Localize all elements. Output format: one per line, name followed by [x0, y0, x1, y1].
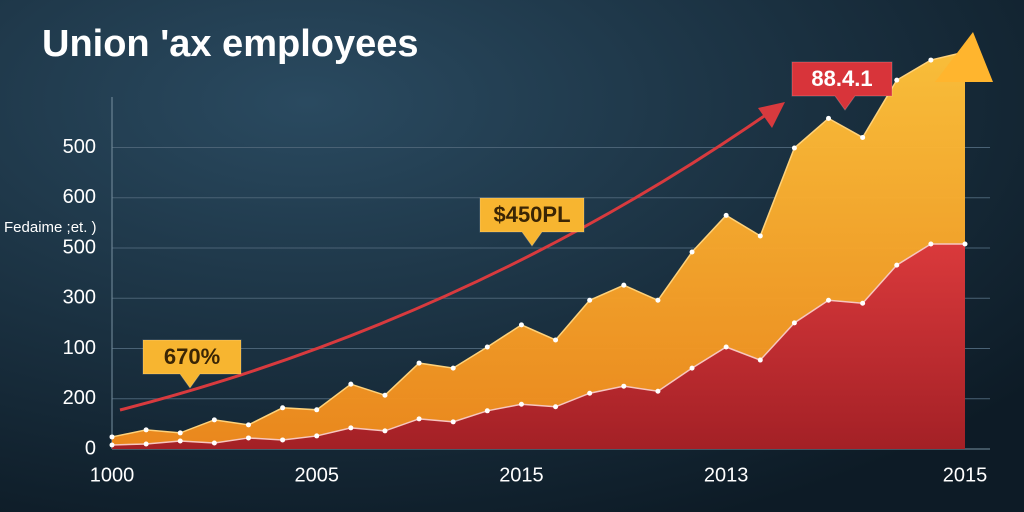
point: [928, 57, 934, 63]
point: [109, 442, 115, 448]
point: [177, 430, 183, 436]
point: [314, 433, 320, 439]
annotation-box: [479, 197, 585, 247]
line: [111, 51, 966, 438]
point: [723, 212, 729, 218]
point: [587, 297, 593, 303]
point: [791, 320, 797, 326]
y-tick-label: 500: [63, 136, 96, 158]
point: [382, 392, 388, 398]
point: [723, 344, 729, 350]
point: [757, 357, 763, 363]
point: [928, 241, 934, 247]
point: [245, 435, 251, 441]
point: [416, 360, 422, 366]
point: [177, 438, 183, 444]
annotation: 88.4.1: [811, 66, 872, 91]
y-tick-label: 600: [63, 186, 96, 208]
annotation: 670%: [164, 344, 220, 369]
trend-arrow: [119, 110, 771, 412]
x-tick-label: 2013: [704, 464, 749, 486]
y-tick-label: 300: [63, 287, 96, 309]
chart-title: Union 'ax employees: [42, 23, 419, 65]
point: [860, 134, 866, 140]
point: [143, 441, 149, 447]
point: [689, 365, 695, 371]
x-tick-label: 2005: [294, 464, 339, 486]
line: [111, 243, 965, 446]
point: [553, 404, 559, 410]
point: [655, 388, 661, 394]
point: [518, 322, 524, 328]
annotation-box: [791, 61, 893, 111]
point: [314, 407, 320, 413]
y-tick-label: 0: [85, 437, 96, 459]
point: [826, 297, 832, 303]
point: [484, 344, 490, 350]
plot: 0 200 100 300 500 600 500 1000 2005 2015 2013 2015 6…: [63, 32, 993, 486]
point: [109, 434, 115, 440]
x-tick-label: 1000: [90, 464, 135, 486]
point: [894, 262, 900, 268]
point: [962, 241, 968, 247]
point: [621, 383, 627, 389]
point: [280, 405, 286, 411]
annotation-box: [142, 339, 242, 389]
point: [211, 417, 217, 423]
point: [416, 416, 422, 422]
point: [211, 440, 217, 446]
point: [348, 381, 354, 387]
annotation: $450PL: [493, 202, 570, 227]
point: [826, 115, 832, 121]
x-tick-label: 2015: [943, 464, 988, 486]
y-tick-label: 200: [63, 387, 96, 409]
area: [112, 52, 965, 450]
point: [450, 365, 456, 371]
x-tick-label: 2015: [499, 464, 544, 486]
point: [518, 401, 524, 407]
arrow-head: [935, 32, 993, 83]
point: [860, 300, 866, 306]
point: [894, 77, 900, 83]
y-tick-label: 500: [63, 236, 96, 258]
point: [791, 145, 797, 151]
trend-arrow-head: [758, 102, 785, 128]
point: [382, 428, 388, 434]
point: [757, 233, 763, 239]
point: [689, 249, 695, 255]
point: [553, 337, 559, 343]
y-tick-label: 100: [63, 337, 96, 359]
area: [112, 243, 965, 449]
point: [245, 422, 251, 428]
point: [484, 408, 490, 414]
point: [621, 282, 627, 288]
point: [450, 419, 456, 425]
point: [587, 390, 593, 396]
point: [280, 437, 286, 443]
y-axis-label: Fedaime ;et. ): [4, 219, 97, 236]
point: [143, 427, 149, 433]
point: [348, 425, 354, 431]
point: [655, 297, 661, 303]
